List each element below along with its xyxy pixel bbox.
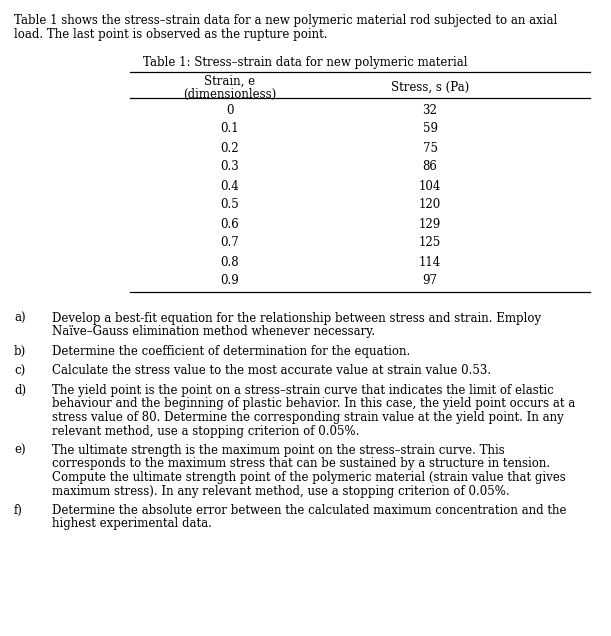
Text: Stress, s (Pa): Stress, s (Pa)	[391, 81, 469, 94]
Text: 0.6: 0.6	[221, 218, 240, 230]
Text: 0.7: 0.7	[221, 237, 240, 249]
Text: maximum stress). In any relevant method, use a stopping criterion of 0.05%.: maximum stress). In any relevant method,…	[52, 485, 510, 497]
Text: behaviour and the beginning of plastic behavior. In this case, the yield point o: behaviour and the beginning of plastic b…	[52, 398, 575, 410]
Text: c): c)	[14, 364, 25, 378]
Text: corresponds to the maximum stress that can be sustained by a structure in tensio: corresponds to the maximum stress that c…	[52, 457, 550, 471]
Text: e): e)	[14, 444, 26, 457]
Text: 114: 114	[419, 256, 441, 268]
Text: Naïve–Gauss elimination method whenever necessary.: Naïve–Gauss elimination method whenever …	[52, 326, 375, 338]
Text: 0.9: 0.9	[221, 275, 240, 287]
Text: 125: 125	[419, 237, 441, 249]
Text: 129: 129	[419, 218, 441, 230]
Text: 0.4: 0.4	[221, 179, 240, 193]
Text: 0.1: 0.1	[221, 123, 240, 135]
Text: The ultimate strength is the maximum point on the stress–strain curve. This: The ultimate strength is the maximum poi…	[52, 444, 505, 457]
Text: highest experimental data.: highest experimental data.	[52, 518, 212, 530]
Text: Develop a best-fit equation for the relationship between stress and strain. Empl: Develop a best-fit equation for the rela…	[52, 312, 541, 325]
Text: 0.2: 0.2	[221, 141, 240, 155]
Text: The yield point is the point on a stress–strain curve that indicates the limit o: The yield point is the point on a stress…	[52, 384, 554, 397]
Text: Determine the coefficient of determination for the equation.: Determine the coefficient of determinati…	[52, 345, 410, 358]
Text: b): b)	[14, 345, 26, 358]
Text: d): d)	[14, 384, 26, 397]
Text: 75: 75	[422, 141, 437, 155]
Text: 0.5: 0.5	[221, 198, 240, 212]
Text: 0: 0	[226, 104, 234, 116]
Text: Calculate the stress value to the most accurate value at strain value 0.53.: Calculate the stress value to the most a…	[52, 364, 491, 378]
Text: load. The last point is observed as the rupture point.: load. The last point is observed as the …	[14, 28, 327, 41]
Text: a): a)	[14, 312, 26, 325]
Text: 104: 104	[419, 179, 441, 193]
Text: stress value of 80. Determine the corresponding strain value at the yield point.: stress value of 80. Determine the corres…	[52, 411, 564, 424]
Text: 120: 120	[419, 198, 441, 212]
Text: Table 1 shows the stress–strain data for a new polymeric material rod subjected : Table 1 shows the stress–strain data for…	[14, 14, 557, 27]
Text: (dimensionless): (dimensionless)	[183, 88, 277, 101]
Text: Compute the ultimate strength point of the polymeric material (strain value that: Compute the ultimate strength point of t…	[52, 471, 566, 484]
Text: Strain, e: Strain, e	[205, 75, 255, 88]
Text: Table 1: Stress–strain data for new polymeric material: Table 1: Stress–strain data for new poly…	[143, 56, 467, 69]
Text: Determine the absolute error between the calculated maximum concentration and th: Determine the absolute error between the…	[52, 504, 566, 517]
Text: relevant method, use a stopping criterion of 0.05%.: relevant method, use a stopping criterio…	[52, 424, 359, 438]
Text: 32: 32	[423, 104, 437, 116]
Text: f): f)	[14, 504, 23, 517]
Text: 97: 97	[422, 275, 437, 287]
Text: 0.3: 0.3	[221, 160, 240, 174]
Text: 59: 59	[422, 123, 437, 135]
Text: 86: 86	[423, 160, 437, 174]
Text: 0.8: 0.8	[221, 256, 240, 268]
